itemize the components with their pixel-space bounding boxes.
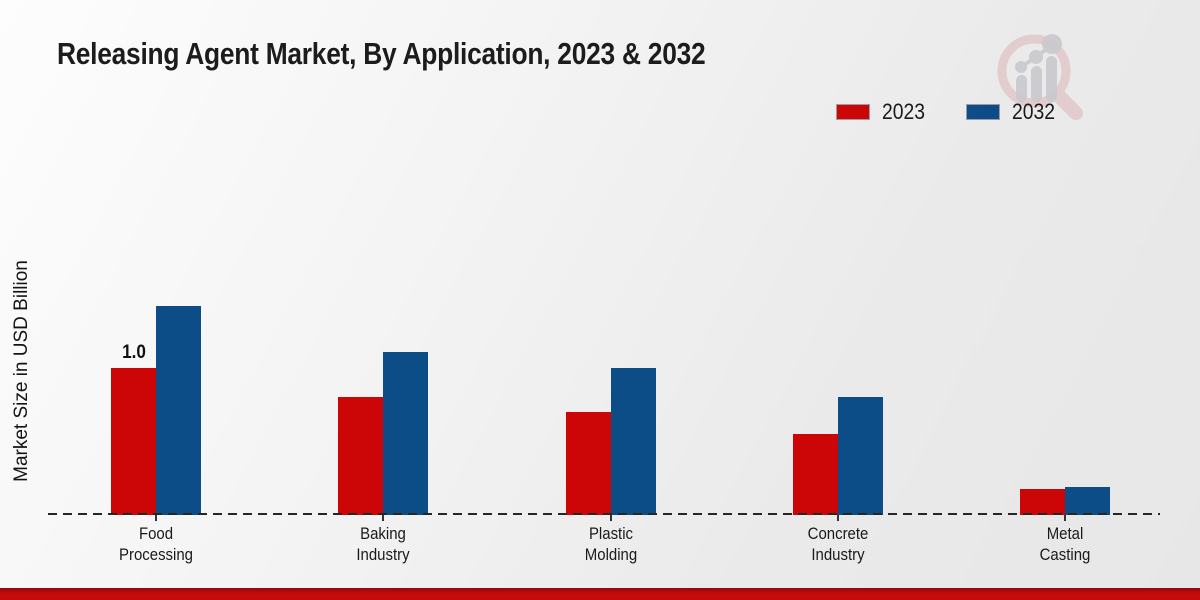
category-label-plastic-molding: Plastic Molding: [584, 524, 637, 564]
legend-swatch-2032: [965, 104, 1000, 120]
bar-2032-metal-casting: [1065, 487, 1110, 515]
bar-2032-concrete-industry: [837, 397, 883, 515]
x-axis-tick: [382, 515, 385, 521]
bar-2032-food-processing: [156, 306, 201, 515]
bar-2023-plastic-molding: [565, 412, 611, 515]
category-label-concrete-industry: Concrete Industry: [807, 524, 869, 564]
x-axis-tick: [155, 515, 157, 521]
category-label-metal-casting: Metal Casting: [1039, 524, 1091, 564]
legend-item-2032: 2032: [965, 99, 1061, 125]
bottom-accent-bar: [0, 588, 1200, 600]
bar-2032-plastic-molding: [610, 368, 656, 515]
bar-2023-food-processing: [111, 368, 156, 515]
x-axis-baseline: [48, 513, 1160, 515]
legend-label-2032: 2032: [1011, 99, 1056, 124]
category-label-baking-industry: Baking Industry: [356, 524, 410, 564]
bar-value-label: 1.0: [121, 342, 146, 363]
legend-item-2023: 2023: [836, 99, 931, 125]
bar-2023-baking-industry: [338, 397, 384, 515]
x-axis-tick: [836, 515, 839, 521]
x-axis-tick: [609, 515, 612, 521]
legend-label-2023: 2023: [882, 99, 926, 124]
magnifier-chart-logo-icon: [997, 34, 1083, 120]
bar-2023-metal-casting: [1020, 489, 1065, 515]
x-axis-tick: [1064, 515, 1066, 521]
category-label-food-processing: Food Processing: [118, 524, 194, 564]
legend: 2023 2032: [836, 99, 1061, 125]
legend-swatch-2023: [836, 104, 870, 120]
chart-title: Releasing Agent Market, By Application, …: [57, 36, 706, 71]
bar-2032-baking-industry: [383, 352, 429, 515]
watermark-logo: [992, 30, 1084, 120]
bar-2023-concrete-industry: [792, 434, 838, 515]
